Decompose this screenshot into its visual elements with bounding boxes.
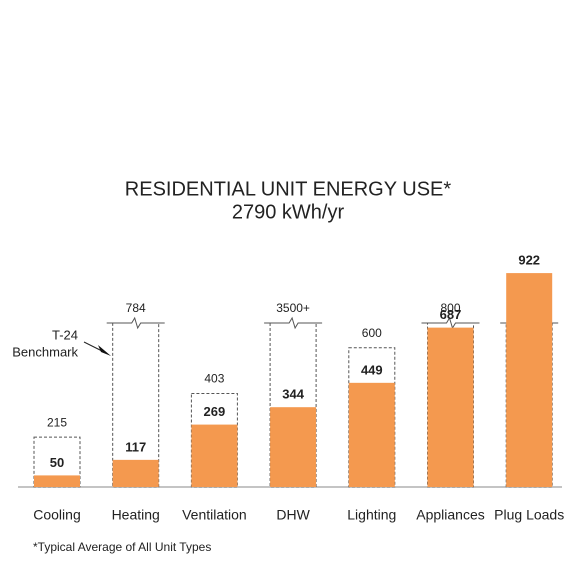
chart-subtitle: 2790 kWh/yr [232,201,345,223]
value-label: 344 [282,387,304,402]
x-tick-label: DHW [276,507,310,523]
annotation-arrow [98,345,111,356]
value-label: 50 [50,455,64,470]
benchmark-box [33,436,81,488]
annotation: Benchmark [12,344,78,359]
x-tick-label: Cooling [33,507,80,523]
value-label: 449 [361,362,383,377]
benchmark-box [112,323,160,488]
benchmark-label: 3500+ [276,301,310,315]
x-tick-label: Lighting [347,507,396,523]
value-label: 922 [518,253,540,268]
axis-break [106,316,165,330]
value-label: 687 [440,307,462,322]
bar [34,475,80,487]
x-tick-label: Heating [112,507,160,523]
bar [270,407,317,487]
benchmark-label: 784 [126,301,146,315]
x-tick-label: Appliances [416,507,485,523]
benchmark-label: 600 [362,326,382,340]
bar [112,459,159,487]
axis-break [264,316,323,330]
axis-break [421,316,480,330]
bar [427,327,474,487]
x-tick-label: Plug Loads [494,507,564,523]
footnote: *Typical Average of All Unit Types [33,540,211,554]
bar [506,273,553,487]
benchmark-label: 403 [204,372,224,386]
chart-title: RESIDENTIAL UNIT ENERGY USE* [125,178,452,200]
x-tick-label: Ventilation [182,507,247,523]
bar [191,424,238,487]
value-label: 269 [204,404,226,419]
annotation: T-24 [52,327,78,342]
bar [348,382,395,487]
benchmark-label: 800 [440,301,460,315]
benchmark-label: 215 [47,415,67,429]
value-label: 117 [125,439,146,454]
